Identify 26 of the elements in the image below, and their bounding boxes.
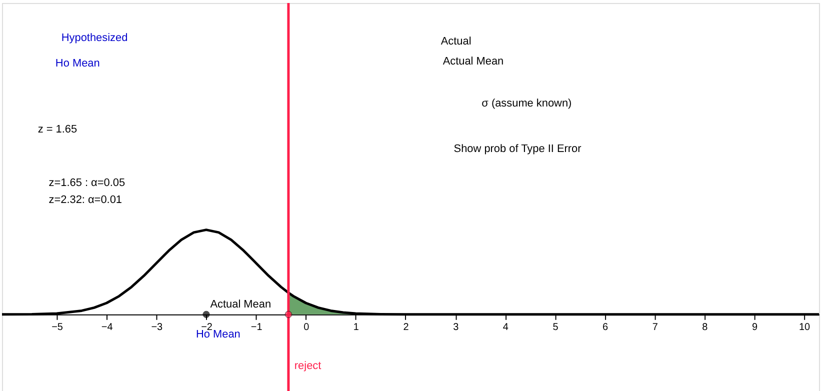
text: Show prob of Type II Error <box>454 143 582 156</box>
x-tick-label: −1 <box>250 322 263 333</box>
x-tick-label: 7 <box>652 322 658 333</box>
text: Actual <box>440 36 472 48</box>
ref-line-label: reject <box>294 360 322 372</box>
x-tick-label: 2 <box>403 322 410 333</box>
x-tick-label: 5 <box>552 322 559 333</box>
x-tick-label: 1 <box>353 322 360 333</box>
text: Hypothesized <box>61 32 128 44</box>
text: Ho Mean <box>55 58 100 70</box>
x-tick-label: 9 <box>752 322 758 333</box>
annotation: Actual Mean <box>210 298 272 310</box>
x-tick-label: −5 <box>52 322 64 333</box>
text: σ (assume known) <box>482 97 572 110</box>
text: z=1.65 : α=0.05 <box>48 177 126 190</box>
text: Actual Mean <box>442 56 504 68</box>
text: z=2.32: α=0.01 <box>48 194 122 206</box>
x-tick-label: 10 <box>799 322 811 333</box>
x-tick-label: 0 <box>304 322 310 333</box>
x-tick-label: 3 <box>453 322 460 333</box>
x-tick-label: 6 <box>602 322 609 333</box>
x-tick-label: −3 <box>151 322 164 333</box>
x-tick-label: 4 <box>502 322 509 333</box>
x-tick-label: −4 <box>101 322 114 333</box>
x-tick-label: 8 <box>702 322 708 333</box>
text: z = 1.65 <box>38 123 78 136</box>
